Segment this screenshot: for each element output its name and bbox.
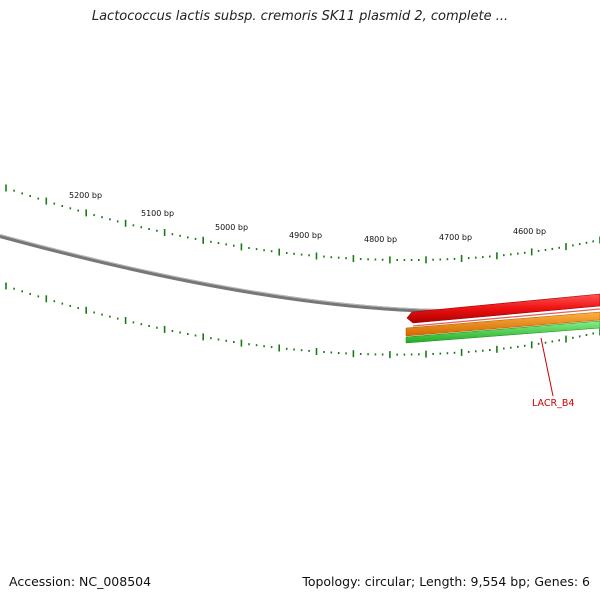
gene-feature-red[interactable]: [406, 293, 600, 324]
scale-label-4600: 4600 bp: [513, 227, 546, 236]
scale-label-4700: 4700 bp: [439, 233, 472, 242]
scale-label-5100: 5100 bp: [141, 209, 174, 218]
gene-feature-orange[interactable]: [405, 311, 600, 337]
scale-label-5200: 5200 bp: [69, 191, 102, 200]
accession-text: Accession: NC_008504: [9, 574, 152, 589]
scale-label-5000: 5000 bp: [215, 223, 248, 232]
plasmid-backbone-highlight: [0, 234, 600, 311]
plasmid-backbone: [0, 234, 600, 314]
gene-feature-green[interactable]: [405, 320, 600, 344]
gene-label-lacr-b4[interactable]: LACR_B4: [532, 398, 574, 409]
gene-label-connector: [540, 337, 554, 397]
summary-text: Topology: circular; Length: 9,554 bp; Ge…: [302, 574, 590, 589]
scale-label-4900: 4900 bp: [289, 231, 322, 240]
scale-label-4800: 4800 bp: [364, 235, 397, 244]
gene-feature-red-outline: [412, 308, 600, 327]
inner-scale-ticks: [5, 282, 600, 359]
outer-scale-ticks: [5, 184, 600, 264]
map-title: Lactococcus lactis subsp. cremoris SK11 …: [91, 9, 509, 24]
